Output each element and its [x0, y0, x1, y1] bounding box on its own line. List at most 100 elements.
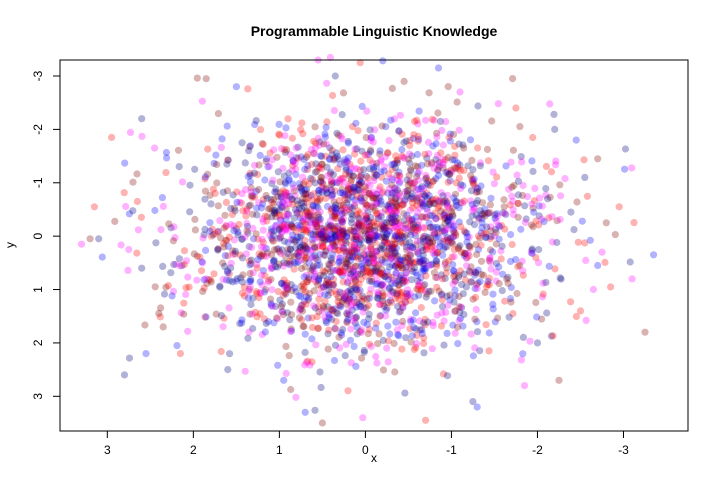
- data-point: [282, 124, 290, 132]
- data-point: [249, 210, 257, 218]
- data-point: [376, 300, 384, 309]
- data-point: [379, 336, 387, 344]
- x-tick-label: 3: [104, 443, 111, 457]
- data-point: [138, 264, 146, 272]
- data-point: [378, 281, 386, 289]
- data-point: [375, 212, 383, 220]
- data-point: [356, 181, 364, 189]
- data-point: [255, 185, 263, 194]
- data-point: [363, 107, 371, 115]
- data-point: [350, 223, 359, 231]
- data-point: [322, 233, 330, 241]
- data-point: [381, 237, 389, 245]
- data-point: [435, 196, 443, 204]
- data-point: [464, 162, 472, 170]
- data-point: [301, 190, 310, 198]
- data-point: [384, 272, 393, 280]
- data-point: [332, 205, 340, 213]
- data-point: [387, 244, 395, 253]
- data-point: [578, 217, 586, 225]
- data-point: [474, 196, 482, 205]
- data-point: [348, 306, 356, 314]
- data-point: [460, 166, 468, 174]
- data-point: [407, 252, 415, 260]
- data-point: [271, 209, 279, 218]
- data-point: [551, 125, 559, 133]
- data-point: [223, 187, 232, 195]
- data-point: [338, 271, 346, 280]
- data-point: [307, 267, 315, 275]
- data-point: [400, 277, 408, 285]
- data-point: [377, 282, 385, 290]
- data-point: [441, 208, 449, 217]
- data-point: [286, 327, 295, 335]
- data-point: [433, 151, 441, 160]
- data-point: [339, 89, 348, 97]
- data-point: [352, 269, 360, 277]
- data-point: [351, 199, 359, 208]
- data-point: [311, 304, 319, 312]
- data-point: [513, 289, 521, 298]
- data-point: [361, 253, 369, 261]
- data-point: [273, 153, 281, 161]
- data-point: [392, 269, 400, 277]
- data-point: [486, 246, 495, 254]
- data-point: [350, 240, 358, 248]
- data-point: [111, 217, 119, 225]
- data-point: [298, 205, 306, 213]
- data-point: [352, 313, 361, 321]
- data-point: [276, 178, 284, 186]
- data-point: [347, 227, 355, 235]
- data-point: [451, 286, 459, 294]
- data-point: [285, 210, 293, 218]
- data-point: [457, 303, 465, 311]
- data-point: [530, 208, 538, 216]
- data-point: [400, 217, 408, 225]
- data-point: [409, 134, 417, 143]
- data-point: [220, 239, 228, 248]
- data-point: [338, 209, 346, 218]
- data-point: [428, 115, 436, 123]
- data-point: [238, 289, 246, 297]
- data-point: [396, 256, 404, 264]
- data-point: [435, 158, 443, 166]
- data-point: [402, 334, 410, 342]
- data-point: [357, 227, 365, 235]
- data-point: [330, 356, 339, 365]
- data-point: [330, 107, 338, 115]
- data-point: [319, 283, 328, 291]
- data-point: [391, 188, 399, 196]
- data-point: [164, 282, 172, 290]
- data-point: [301, 186, 309, 194]
- data-point: [412, 241, 420, 249]
- data-point: [324, 330, 332, 338]
- data-point: [460, 270, 468, 278]
- data-point: [514, 213, 522, 221]
- data-point: [383, 344, 391, 352]
- data-point: [388, 250, 396, 258]
- data-point: [546, 100, 554, 108]
- data-point: [378, 233, 386, 241]
- data-point: [280, 237, 288, 245]
- data-point: [394, 287, 402, 295]
- data-point: [538, 215, 546, 223]
- data-point: [432, 214, 440, 223]
- data-point: [355, 176, 363, 184]
- data-point: [547, 168, 556, 176]
- data-point: [259, 140, 267, 149]
- data-point: [156, 313, 164, 321]
- data-point: [369, 159, 377, 167]
- data-point: [316, 250, 324, 258]
- data-point: [303, 165, 312, 173]
- data-point: [411, 117, 419, 125]
- data-point: [297, 153, 305, 161]
- data-point: [301, 242, 309, 250]
- data-point: [321, 235, 329, 243]
- data-point: [388, 240, 396, 248]
- data-point: [337, 239, 345, 247]
- data-point: [484, 280, 492, 288]
- data-point: [421, 192, 429, 200]
- data-point: [152, 239, 160, 247]
- data-point: [480, 230, 488, 238]
- data-point: [371, 248, 379, 256]
